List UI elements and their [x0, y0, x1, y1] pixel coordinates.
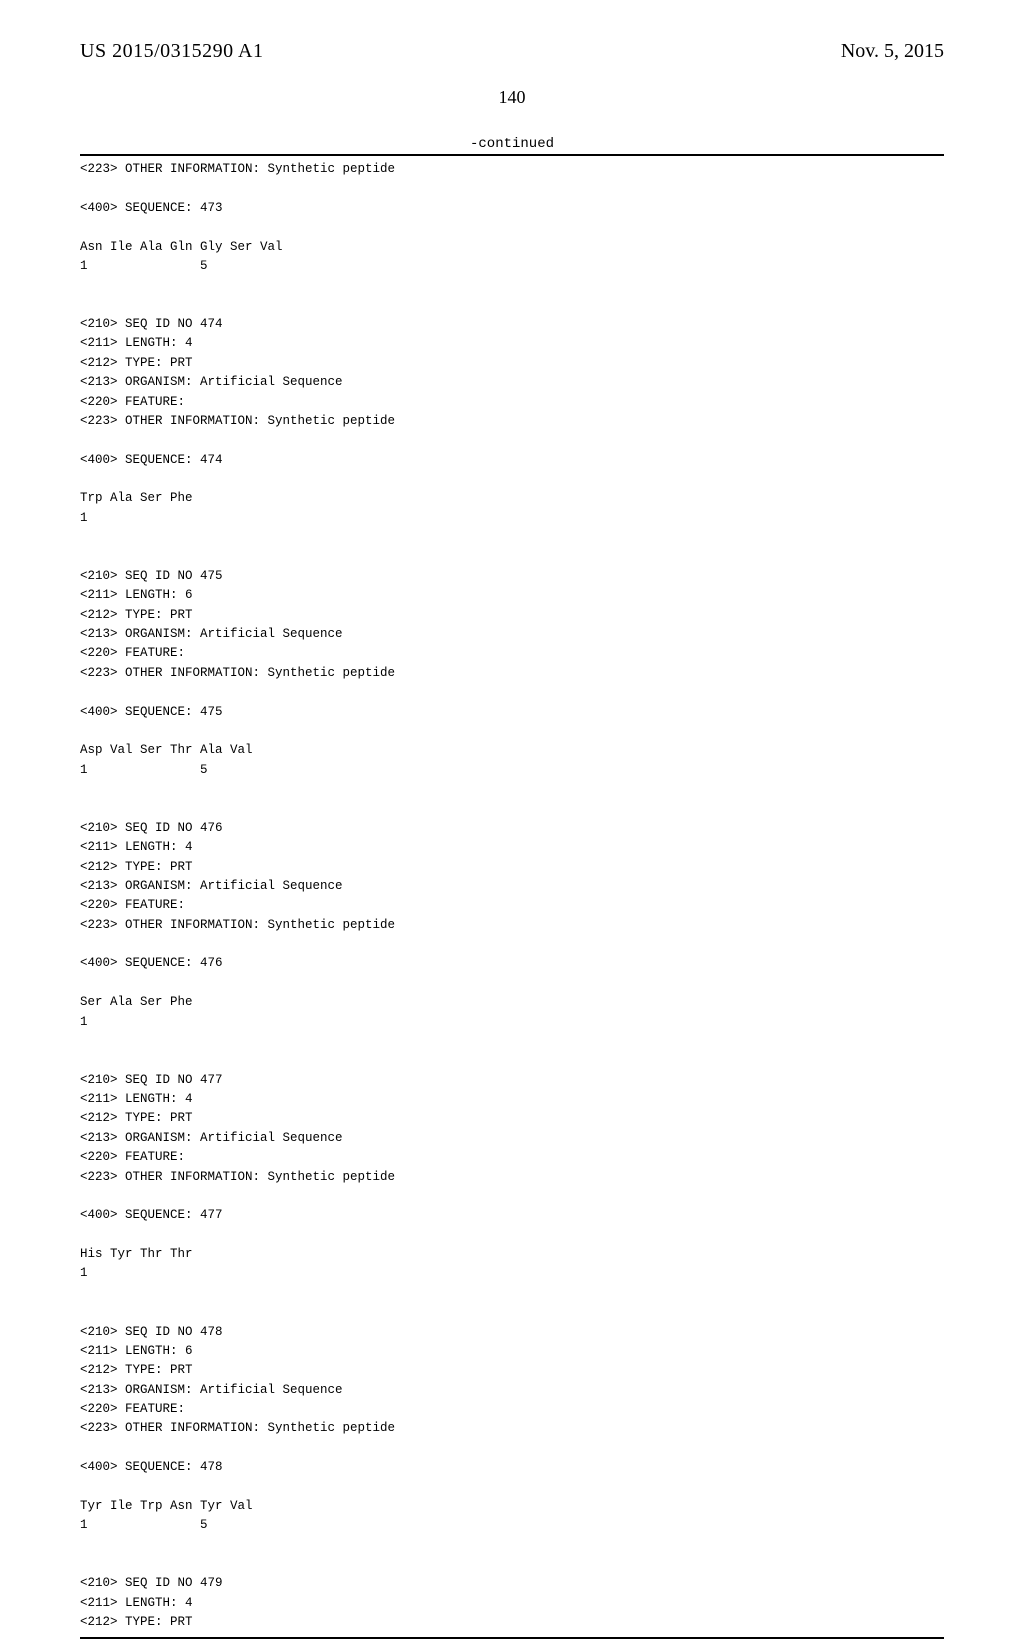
sequence-listing-block: <223> OTHER INFORMATION: Synthetic pepti… [80, 154, 944, 1639]
continued-label: -continued [80, 136, 944, 152]
page-header: US 2015/0315290 A1 Nov. 5, 2015 [80, 40, 944, 63]
page-number: 140 [80, 87, 944, 108]
publication-number: US 2015/0315290 A1 [80, 40, 263, 63]
sequence-listing-text: <223> OTHER INFORMATION: Synthetic pepti… [80, 160, 944, 1633]
publication-date: Nov. 5, 2015 [841, 40, 944, 63]
patent-page: US 2015/0315290 A1 Nov. 5, 2015 140 -con… [0, 0, 1024, 1320]
